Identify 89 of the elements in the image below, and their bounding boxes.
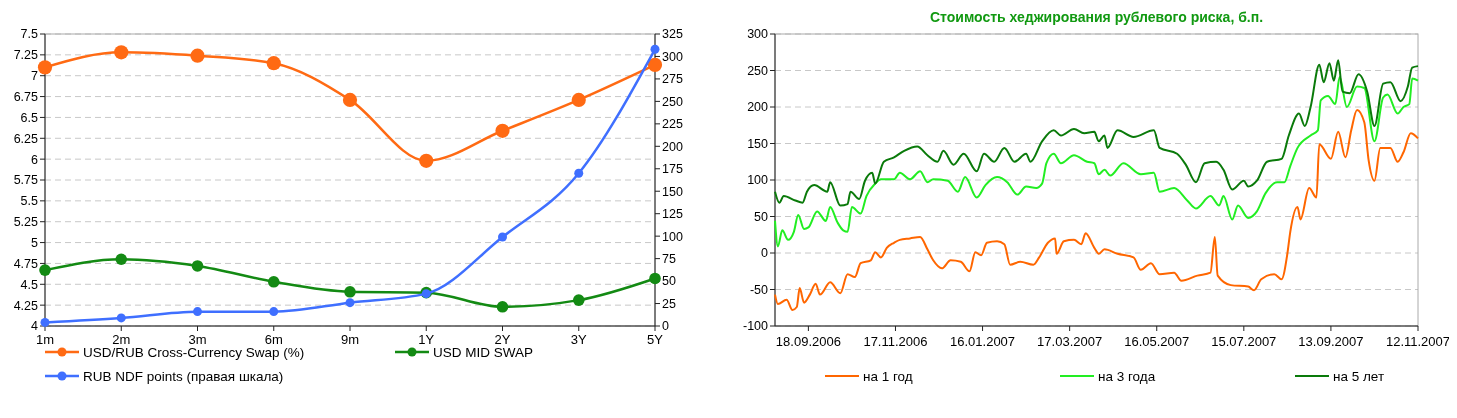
point: [114, 45, 129, 60]
point: [39, 264, 51, 276]
y-tick-label: 5.25: [13, 215, 39, 230]
point: [342, 92, 358, 108]
x-tick-label: 5Y: [647, 332, 664, 347]
x-tick-label: 16.05.2007: [1124, 334, 1190, 349]
y2-tick-label: 75: [662, 251, 676, 266]
legend-label: RUB NDF points (правая шкала): [83, 368, 284, 384]
point: [267, 275, 280, 288]
y-tick-label: 250: [747, 63, 769, 78]
x-tick-label: 16.01.2007: [950, 334, 1016, 349]
y2-tick-label: 50: [662, 274, 676, 289]
y-tick-label: 200: [747, 100, 769, 115]
x-tick-label: 17.11.2006: [863, 334, 928, 349]
x-tick-label: 18.09.2006: [775, 334, 841, 349]
point: [116, 313, 126, 323]
y-tick-label: -100: [742, 319, 769, 334]
y-tick-label: 4.75: [13, 256, 39, 271]
y-tick-label: 150: [747, 136, 769, 151]
y2-tick-label: 150: [662, 184, 683, 199]
y-tick-label: 7.25: [13, 48, 39, 63]
point: [498, 232, 507, 242]
legend-label: на 1 год: [863, 368, 913, 384]
y2-tick-label: 325: [662, 27, 683, 42]
point: [191, 260, 204, 272]
line-series: [774, 59, 1419, 207]
point: [193, 307, 202, 317]
x-tick-label: 3m: [188, 332, 207, 347]
x-tick-label: 13.09.2007: [1298, 334, 1364, 349]
point: [37, 60, 53, 75]
y-tick-label: 7: [31, 69, 39, 84]
y2-tick-label: 250: [662, 94, 683, 109]
x-tick-label: 15.07.2007: [1211, 334, 1277, 349]
y-tick-label: 4.5: [20, 277, 39, 292]
line-series: [774, 76, 1419, 248]
y-tick-label: 5.5: [20, 194, 39, 209]
y2-tick-label: 125: [662, 207, 683, 222]
point: [344, 285, 356, 298]
legend-label: на 5 лет: [1333, 368, 1385, 384]
line-series: [774, 108, 1419, 311]
x-tick-label: 17.03.2007: [1037, 334, 1103, 349]
legend-label: USD MID SWAP: [433, 344, 534, 360]
point: [571, 92, 586, 108]
point: [574, 168, 584, 178]
x-tick-label: 9m: [340, 332, 360, 347]
y-tick-label: 6: [31, 152, 39, 167]
x-tick-label: 1m: [35, 332, 55, 347]
x-tick-label: 12.11.2007: [1385, 334, 1451, 349]
y2-tick-label: 100: [662, 229, 683, 244]
y2-tick-label: 175: [662, 162, 683, 177]
point: [649, 272, 661, 285]
point: [269, 307, 279, 317]
point: [345, 298, 355, 308]
y-tick-label: 6.5: [20, 110, 39, 125]
point: [419, 153, 434, 168]
y-tick-label: 4: [31, 319, 39, 334]
y-tick-label: 6.75: [13, 89, 39, 104]
point: [650, 44, 660, 54]
point: [647, 57, 663, 72]
y-tick-label: 5: [31, 235, 39, 250]
y-tick-label: 5.75: [13, 173, 39, 188]
point: [115, 253, 128, 266]
y2-tick-label: 275: [662, 72, 683, 87]
point: [496, 301, 509, 313]
y-tick-label: 50: [754, 209, 769, 224]
x-tick-label: 1Y: [418, 332, 435, 347]
y2-tick-label: 200: [662, 139, 683, 154]
x-tick-label: 3Y: [570, 332, 588, 347]
legend-label: на 3 года: [1098, 368, 1156, 384]
point: [190, 48, 205, 63]
y2-tick-label: 225: [662, 117, 683, 132]
point: [495, 123, 510, 138]
x-tick-label: 6m: [264, 332, 283, 347]
y-tick-label: 100: [747, 173, 769, 188]
y-tick-label: 300: [747, 27, 769, 42]
y2-tick-label: 300: [662, 49, 683, 64]
y-tick-label: 6.25: [13, 131, 39, 146]
point: [266, 56, 281, 71]
y2-tick-label: 25: [662, 296, 676, 311]
y-tick-label: 4.25: [13, 298, 39, 313]
legend-label: USD/RUB Cross-Currency Swap (%): [83, 344, 305, 360]
point: [572, 294, 585, 306]
y2-tick-label: 0: [662, 319, 669, 334]
x-tick-label: 2Y: [494, 332, 511, 347]
chart-title: Стоимость хеджирования рублевого риска, б.п.: [929, 9, 1264, 25]
x-tick-label: 2m: [112, 332, 131, 347]
y-tick-label: 0: [761, 246, 769, 261]
y-tick-label: 7.5: [20, 27, 39, 42]
y-tick-label: -50: [749, 282, 769, 297]
